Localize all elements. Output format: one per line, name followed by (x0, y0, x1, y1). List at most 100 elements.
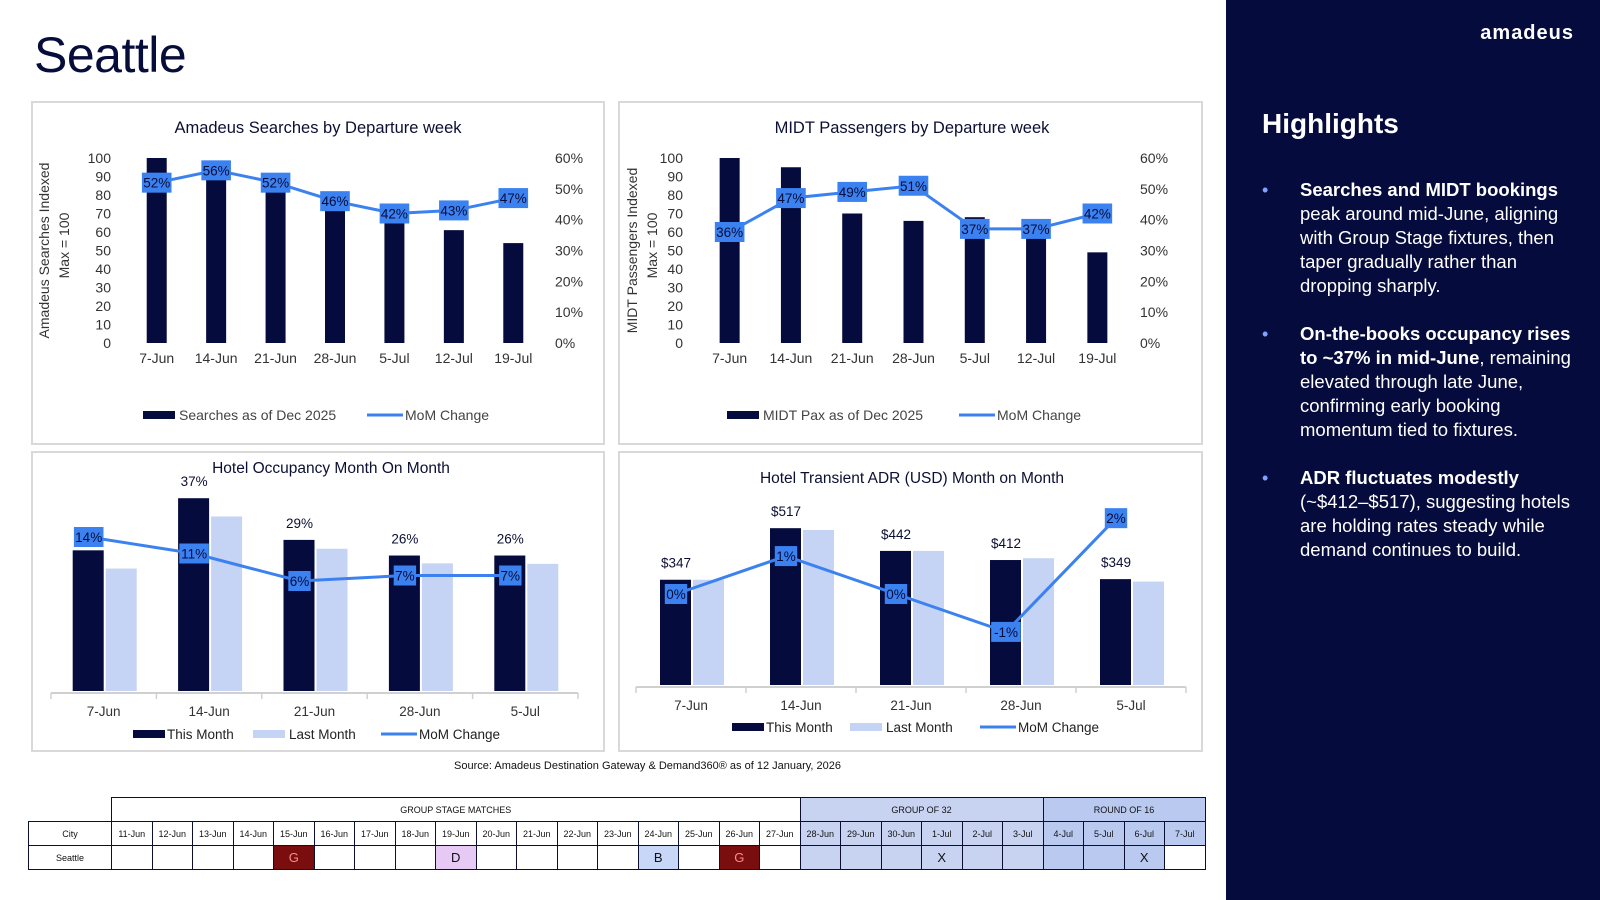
mom-data-label-box (898, 175, 929, 196)
schedule-match-cell (759, 845, 801, 870)
chart-svg: Hotel Transient ADR (USD) Month on Month… (635, 470, 1187, 735)
x-tick-label: 5-Jul (960, 350, 990, 366)
mom-data-label: 37% (961, 222, 988, 237)
schedule-match-cell: D (435, 845, 477, 870)
mom-data-label-group: 37% (959, 218, 990, 239)
bar (443, 230, 464, 343)
y-tick-label: 20 (95, 298, 111, 314)
bar (265, 183, 286, 343)
mom-data-label-box (393, 565, 417, 586)
schedule-date-cell: 15-Jun (273, 821, 315, 846)
highlights-title: Highlights (1262, 108, 1399, 139)
mom-data-label: 47% (500, 191, 527, 206)
y-tick-label: 30 (95, 280, 111, 296)
chart-title: Hotel Transient ADR (USD) Month on Month (760, 470, 1064, 487)
city-name: Seattle (28, 845, 112, 870)
schedule-match-cell (232, 845, 274, 870)
schedule-date-row: City 11-Jun 12-Jun 13-Jun 14-Jun 15-Jun 16-Jun… (28, 821, 1206, 846)
mom-data-label-box (776, 188, 806, 209)
highlight-text: , remaining elevated through late June, … (1300, 347, 1571, 440)
schedule-match-cell (516, 845, 558, 870)
mom-data-label: 49% (839, 185, 866, 200)
mom-data-label: 37% (1023, 222, 1050, 237)
bar (503, 243, 524, 343)
mom-data-label-group: -1% (991, 621, 1021, 642)
schedule-match-cell: X (921, 845, 963, 870)
y2-tick-label: 60% (1140, 150, 1168, 166)
mom-data-label-group: 2% (1104, 508, 1128, 529)
x-tick-label: 28-Jun (314, 350, 357, 366)
schedule-city-row: Seattle G D B G X X (28, 845, 1206, 870)
mom-data-label: 43% (440, 203, 467, 218)
schedule-match-cell (1042, 845, 1084, 870)
schedule-match-cell (1002, 845, 1044, 870)
schedule-date-cell: 2-Jul (961, 821, 1003, 846)
schedule-match-cell (678, 845, 720, 870)
match-schedule-table: GROUP STAGE MATCHES GROUP OF 32 ROUND OF 1… (28, 797, 1206, 870)
mom-data-label-box (959, 218, 990, 239)
y2-tick-label: 50% (555, 181, 583, 197)
legend-this-month-swatch (133, 730, 165, 738)
y2-tick-label: 20% (555, 273, 583, 289)
y2-tick-label: 60% (555, 150, 583, 166)
mom-data-label: 51% (900, 179, 927, 194)
searches-chart-panel: Amadeus Searches by Departure week 100 90 8… (31, 101, 605, 445)
schedule-group-row: GROUP STAGE MATCHES GROUP OF 32 ROUND OF 1… (29, 797, 1206, 822)
legend-label: This Month (766, 720, 833, 735)
y2-tick-label: 30% (555, 243, 583, 259)
schedule-match-cell (556, 845, 598, 870)
highlight-item: • Searches and MIDT bookings peak around… (1262, 178, 1582, 298)
bar-data-label: $442 (881, 527, 911, 542)
bar-data-label: 26% (497, 532, 524, 547)
schedule-date-cell: 30-Jun (880, 821, 922, 846)
schedule-match-cell: G (273, 845, 315, 870)
mom-data-label: 14% (75, 530, 102, 545)
chart-title: Amadeus Searches by Departure week (174, 119, 462, 137)
y-tick-label: 50 (667, 243, 683, 259)
schedule-date-cell: 6-Jul (1123, 821, 1165, 846)
bar-this-month (283, 539, 315, 691)
mom-data-label-box (991, 621, 1021, 642)
x-tick-label: 14-Jun (188, 704, 229, 719)
mom-data-label-box (379, 203, 410, 224)
mom-data-label-box (664, 584, 688, 604)
chart-title: Hotel Occupancy Month On Month (212, 460, 450, 477)
x-tick-label: 19-Jul (1078, 350, 1116, 366)
highlight-bold: ADR fluctuates modestly (1300, 467, 1519, 488)
mom-data-label: 52% (143, 176, 170, 191)
bullet-icon: • (1262, 180, 1269, 200)
mom-data-label: 42% (1084, 207, 1111, 222)
schedule-match-cell (799, 845, 841, 870)
y-tick-label: 40 (95, 261, 111, 277)
mom-data-label-box (774, 546, 798, 567)
bar (206, 172, 227, 343)
x-tick-label: 12-Jul (435, 350, 473, 366)
highlight-bold: On-the-books occupancy rises to ~37% in … (1300, 323, 1571, 368)
legend-bar-swatch (727, 411, 759, 419)
y2-tick-label: 40% (1140, 212, 1168, 228)
y-tick-label: 70 (95, 206, 111, 222)
x-tick-label: 7-Jun (674, 698, 708, 713)
y-tick-label: 80 (667, 187, 683, 203)
bar-data-label: $347 (661, 556, 691, 571)
occupancy-chart-panel: Hotel Occupancy Month On Month27%7-Jun37… (31, 451, 605, 752)
blank-cell (29, 798, 112, 822)
mom-data-label-group: 11% (179, 543, 209, 564)
mom-data-label-group: 6% (288, 571, 311, 591)
y-tick-label: 70 (667, 206, 683, 222)
schedule-match-cell (840, 845, 882, 870)
mom-data-label-box (714, 222, 745, 242)
mom-data-label: 11% (181, 547, 207, 562)
schedule-match-cell (313, 845, 355, 870)
amadeus-logo: amadeus (1480, 22, 1574, 44)
y-tick-label: 60 (95, 224, 111, 240)
mom-data-label-group: 47% (498, 188, 529, 209)
mom-data-label-group: 42% (379, 203, 410, 224)
mom-data-label-box (320, 191, 350, 212)
bar (903, 220, 924, 343)
mom-data-label-group: 47% (776, 188, 806, 209)
x-tick-label: 21-Jun (831, 350, 874, 366)
y2-tick-label: 0% (1140, 335, 1160, 351)
schedule-match-cell (597, 845, 639, 870)
y-axis-label-2: Max = 100 (644, 212, 660, 278)
